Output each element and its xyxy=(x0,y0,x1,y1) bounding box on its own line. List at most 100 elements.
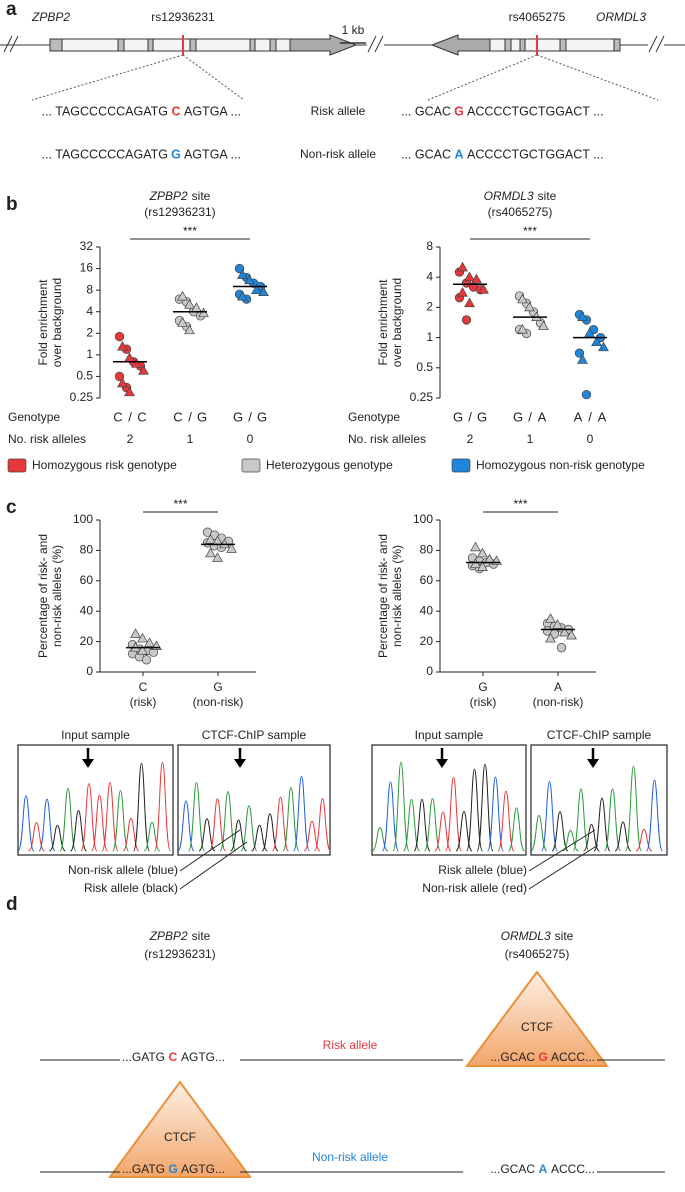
title-text: site xyxy=(192,929,211,943)
legend-swatch xyxy=(7,458,27,473)
data-point xyxy=(574,348,585,358)
trace-peak xyxy=(487,776,504,852)
data-point xyxy=(559,626,570,637)
trace-peak xyxy=(392,761,410,852)
data-point xyxy=(258,286,269,297)
x-tick-sublabel: (risk) xyxy=(470,695,497,709)
significance: *** xyxy=(523,224,537,238)
data-point xyxy=(577,311,588,321)
allele-label: Risk allele xyxy=(311,104,366,118)
data-point xyxy=(556,643,567,653)
data-point xyxy=(177,317,188,327)
data-point xyxy=(538,320,549,331)
significance: *** xyxy=(183,224,197,238)
trace-peak xyxy=(80,783,98,852)
trace-note: Risk allele (blue) xyxy=(438,863,527,877)
data-point xyxy=(477,547,488,558)
data-point xyxy=(237,269,248,279)
y-tick-label: 8 xyxy=(86,282,93,296)
trace-peak xyxy=(445,777,462,852)
data-point xyxy=(184,299,195,309)
sequence: ...GCAC xyxy=(490,1162,535,1176)
trace-peak xyxy=(91,794,108,852)
genotype: / xyxy=(528,409,532,424)
y-tick-label: 100 xyxy=(413,512,433,526)
trace-peak xyxy=(59,788,77,852)
data-point xyxy=(234,263,245,274)
genotype: G xyxy=(453,409,463,424)
genotype: G xyxy=(257,409,267,424)
ctcf-triangle xyxy=(108,1080,252,1178)
trace-peak xyxy=(466,768,483,852)
risk-allele-count: 2 xyxy=(127,432,134,446)
y-tick-label: 4 xyxy=(426,269,433,283)
leader-line xyxy=(179,829,241,872)
arrow-head xyxy=(234,759,246,768)
genotype: G xyxy=(233,409,243,424)
gene-name: ZPBP2 xyxy=(149,189,188,203)
arrow-head xyxy=(587,759,599,768)
significance: *** xyxy=(173,497,187,511)
data-point xyxy=(457,287,468,297)
data-point xyxy=(517,323,528,334)
panel-label: c xyxy=(6,497,17,518)
y-tick-label: 1 xyxy=(426,330,433,344)
trace-peak xyxy=(541,781,558,852)
significance: *** xyxy=(513,497,527,511)
site-title: ZPBP2 site xyxy=(149,929,211,943)
sequence: ACCCCTGCTGGACT ... xyxy=(467,104,604,118)
data-point xyxy=(598,341,609,352)
data-point xyxy=(117,340,128,351)
row-label: Genotype xyxy=(348,410,400,424)
trace-peak xyxy=(497,790,515,852)
y-axis-label: non-risk alleles (%) xyxy=(50,545,64,647)
data-point xyxy=(144,637,155,647)
y-tick-label: 32 xyxy=(80,239,94,253)
y-tick-label: 0.5 xyxy=(416,360,433,374)
scale-label: 1 kb xyxy=(342,23,365,37)
trace-peak xyxy=(424,798,441,852)
data-point xyxy=(198,307,209,318)
y-tick-label: 2 xyxy=(426,300,433,314)
trace-peak xyxy=(17,795,35,852)
y-tick-label: 40 xyxy=(80,603,94,617)
data-point xyxy=(591,336,602,347)
chromatogram-frame xyxy=(177,744,331,856)
trace-peak xyxy=(403,798,420,852)
legend-label: Heterozygous genotype xyxy=(266,458,393,472)
trace-title: Input sample xyxy=(415,728,484,742)
trace-peak xyxy=(209,798,226,852)
trace-peak xyxy=(133,762,150,852)
data-point xyxy=(130,628,141,638)
title-text: site xyxy=(555,929,574,943)
genotype: G xyxy=(513,409,523,424)
snp-id: rs4065275 xyxy=(509,10,566,24)
title-text: site xyxy=(192,189,211,203)
chart-subtitle: (rs12936231) xyxy=(144,205,215,219)
site-subtitle: (rs4065275) xyxy=(505,947,570,961)
x-tick-sublabel: (non-risk) xyxy=(533,695,584,709)
y-axis-label: Percentage of risk- and xyxy=(36,534,50,658)
genotype: G xyxy=(197,409,207,424)
content: ... TAGCCCCCAGATG C AGTGA ... Risk allele..… xyxy=(7,104,668,1178)
gene-name: ORMDL3 xyxy=(596,10,646,24)
allele: G xyxy=(171,147,181,161)
row-label: Genotype xyxy=(8,410,60,424)
allele: A xyxy=(454,147,463,161)
row-label: No. risk alleles xyxy=(8,432,86,446)
x-tick-label: G xyxy=(478,680,487,694)
trace-peak xyxy=(272,796,289,852)
trace-peak xyxy=(154,761,171,852)
genotype: / xyxy=(248,409,252,424)
sequence: ACCC... xyxy=(551,1162,595,1176)
y-axis-label: Percentage of risk- and xyxy=(376,534,390,658)
data-point xyxy=(477,561,488,571)
legend-swatch xyxy=(451,458,471,473)
chromatogram-frame xyxy=(530,744,668,856)
sequence: ... GCAC xyxy=(401,104,451,118)
y-axis-label: over background xyxy=(50,278,64,367)
data-point xyxy=(237,290,248,301)
sequence: ... GCAC xyxy=(401,147,451,161)
y-tick-label: 40 xyxy=(420,603,434,617)
